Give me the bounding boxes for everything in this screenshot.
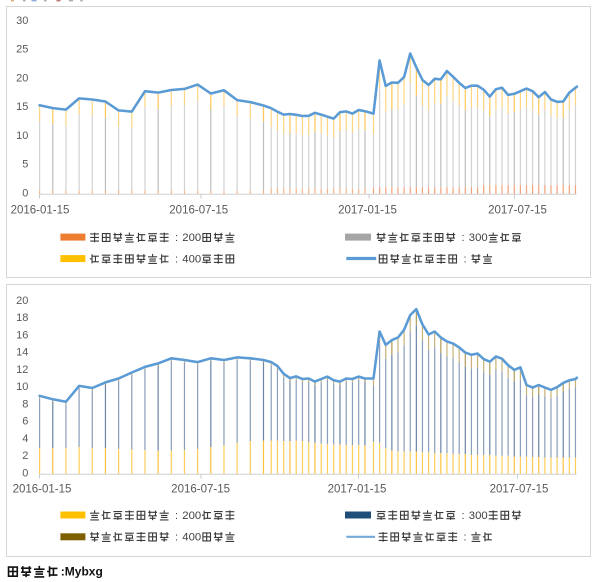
svg-text:0: 0 [22, 187, 28, 199]
svg-text:2017-07-15: 2017-07-15 [490, 484, 549, 496]
svg-text:20: 20 [16, 295, 28, 307]
svg-text:400: 400 [182, 254, 201, 266]
svg-text:400: 400 [182, 532, 201, 544]
svg-text:2016-01-15: 2016-01-15 [13, 484, 72, 496]
svg-text::: : [461, 232, 464, 244]
svg-text:300: 300 [469, 510, 488, 522]
svg-text:200: 200 [182, 232, 201, 244]
svg-text:2017-07-15: 2017-07-15 [488, 205, 547, 217]
svg-text:2016-07-15: 2016-07-15 [171, 484, 230, 496]
svg-text:16: 16 [16, 329, 28, 341]
svg-text:15: 15 [16, 101, 28, 113]
svg-text:300: 300 [469, 232, 488, 244]
svg-text:10: 10 [16, 130, 28, 142]
svg-text:8: 8 [22, 398, 28, 410]
svg-text:18: 18 [16, 312, 28, 324]
svg-text:20: 20 [16, 72, 28, 84]
svg-text:14: 14 [16, 347, 28, 359]
svg-text::: : [461, 510, 464, 522]
svg-text:2016-07-15: 2016-07-15 [169, 205, 228, 217]
svg-text:12: 12 [16, 364, 28, 376]
svg-text:25: 25 [16, 44, 28, 56]
svg-text::: : [175, 232, 178, 244]
svg-text:5: 5 [22, 159, 28, 171]
svg-text:0: 0 [22, 468, 28, 480]
svg-text:200: 200 [182, 510, 201, 522]
svg-text:4: 4 [22, 433, 28, 445]
svg-text:30: 30 [16, 15, 28, 27]
svg-text::Mybxg: :Mybxg [61, 565, 103, 579]
svg-text:2: 2 [22, 450, 28, 462]
svg-text::: : [463, 532, 466, 544]
svg-text:2017-01-15: 2017-01-15 [328, 484, 387, 496]
svg-text::: : [175, 510, 178, 522]
svg-text:10: 10 [16, 381, 28, 393]
svg-text:2017-01-15: 2017-01-15 [338, 205, 397, 217]
svg-text::: : [175, 254, 178, 266]
svg-text:6: 6 [22, 416, 28, 428]
svg-text::: : [175, 532, 178, 544]
svg-text:2016-01-15: 2016-01-15 [11, 205, 70, 217]
svg-text::: : [463, 254, 466, 266]
